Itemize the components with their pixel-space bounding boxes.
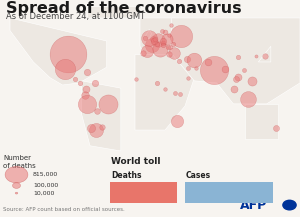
Point bbox=[159, 29, 164, 32]
Point bbox=[172, 51, 177, 54]
Polygon shape bbox=[82, 81, 121, 151]
Point bbox=[158, 48, 162, 51]
Point bbox=[84, 102, 89, 106]
Point bbox=[167, 52, 172, 55]
Point bbox=[168, 46, 172, 49]
Point bbox=[192, 58, 197, 62]
Point bbox=[233, 77, 238, 81]
Point bbox=[177, 59, 182, 63]
Point bbox=[93, 81, 98, 85]
Point bbox=[174, 119, 179, 122]
Point bbox=[172, 92, 177, 95]
Text: 10,000: 10,000 bbox=[33, 191, 54, 196]
Point bbox=[83, 87, 88, 91]
Point bbox=[171, 42, 176, 46]
Point bbox=[232, 87, 237, 91]
Text: Cases: Cases bbox=[186, 171, 211, 180]
Point bbox=[142, 36, 147, 39]
Point bbox=[65, 52, 70, 55]
Polygon shape bbox=[140, 18, 183, 56]
Point bbox=[185, 76, 190, 79]
Polygon shape bbox=[245, 104, 278, 140]
Point bbox=[223, 67, 227, 71]
Polygon shape bbox=[172, 18, 300, 104]
Point bbox=[149, 43, 154, 47]
Point bbox=[99, 125, 104, 129]
Text: Spread of the coronavirus: Spread of the coronavirus bbox=[6, 1, 242, 16]
Point bbox=[154, 42, 159, 46]
Point bbox=[163, 87, 167, 91]
Point bbox=[153, 37, 158, 41]
Polygon shape bbox=[10, 18, 107, 85]
Polygon shape bbox=[135, 55, 193, 130]
Text: AFP: AFP bbox=[240, 199, 267, 212]
Point bbox=[163, 30, 167, 33]
Point bbox=[88, 126, 93, 130]
Point bbox=[205, 60, 210, 64]
Text: Deaths: Deaths bbox=[111, 171, 142, 180]
Point bbox=[152, 39, 157, 43]
Polygon shape bbox=[88, 7, 142, 18]
Point bbox=[151, 37, 156, 41]
Point bbox=[165, 46, 170, 49]
Point bbox=[94, 109, 99, 113]
Point bbox=[249, 79, 254, 82]
Point bbox=[167, 33, 172, 36]
Point bbox=[78, 81, 82, 85]
Point bbox=[105, 102, 110, 106]
Point bbox=[82, 94, 87, 97]
Point bbox=[93, 128, 98, 132]
Point bbox=[235, 55, 240, 58]
Point bbox=[178, 34, 183, 38]
Text: 815,000: 815,000 bbox=[33, 172, 58, 177]
Polygon shape bbox=[143, 30, 152, 41]
Point bbox=[144, 50, 149, 53]
Text: Number
of deaths: Number of deaths bbox=[3, 155, 36, 169]
Point bbox=[73, 77, 77, 81]
Point bbox=[262, 54, 267, 58]
Point bbox=[140, 51, 145, 54]
Point bbox=[186, 66, 191, 70]
Point bbox=[134, 77, 138, 81]
Polygon shape bbox=[258, 46, 271, 62]
Text: As of December 24, at 1100 GMT: As of December 24, at 1100 GMT bbox=[6, 12, 145, 21]
Point bbox=[147, 36, 152, 39]
Point bbox=[212, 69, 217, 72]
Text: 5,385,564: 5,385,564 bbox=[118, 188, 169, 197]
Point bbox=[156, 38, 161, 42]
Point bbox=[178, 93, 182, 96]
Point bbox=[154, 81, 159, 85]
Point bbox=[84, 71, 89, 74]
Point bbox=[63, 67, 68, 71]
Point bbox=[164, 37, 169, 41]
Text: 100,000: 100,000 bbox=[33, 183, 58, 188]
Point bbox=[168, 24, 173, 27]
Point bbox=[160, 43, 165, 47]
Text: 277,586,068: 277,586,068 bbox=[197, 188, 260, 197]
Text: Source: AFP count based on official sources.: Source: AFP count based on official sour… bbox=[3, 207, 125, 212]
Point bbox=[254, 54, 258, 58]
Point bbox=[161, 41, 166, 45]
Point bbox=[246, 97, 251, 100]
Point bbox=[242, 69, 247, 72]
Point bbox=[194, 66, 198, 70]
Text: World toll: World toll bbox=[111, 157, 160, 166]
Point bbox=[160, 39, 165, 43]
Point bbox=[184, 57, 189, 61]
Point bbox=[236, 75, 241, 78]
Point bbox=[273, 126, 278, 130]
